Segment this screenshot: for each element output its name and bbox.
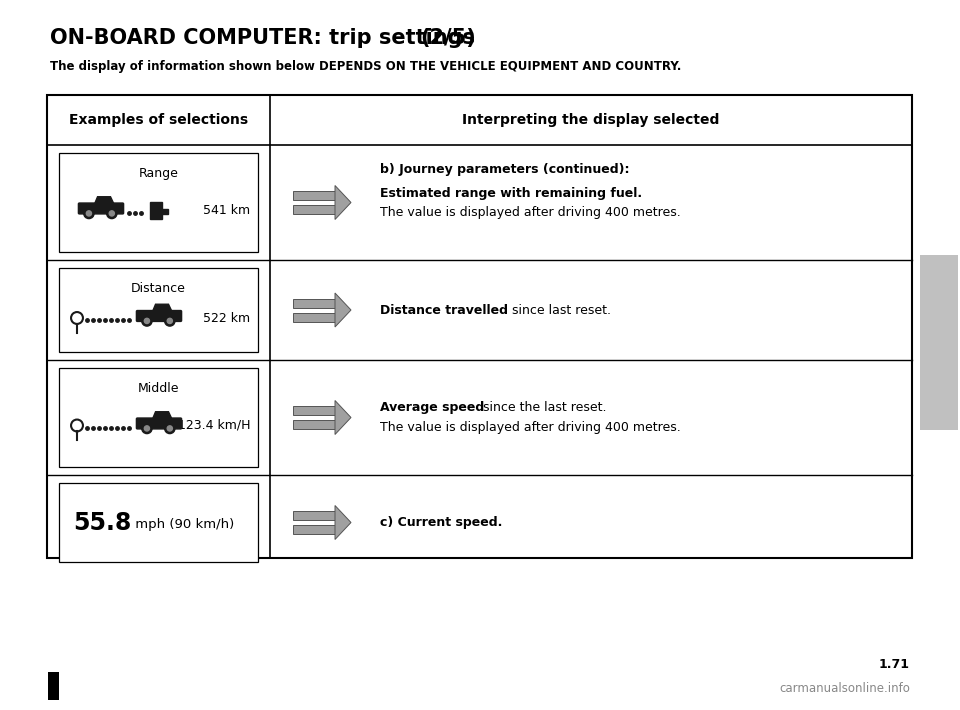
Bar [59,153,258,252]
Text: Middle: Middle [137,382,180,395]
Bar [293,298,335,307]
Text: The value is displayed after driving 400 metres.: The value is displayed after driving 400… [380,421,681,434]
Circle shape [107,208,117,219]
Text: since the last reset.: since the last reset. [479,401,607,414]
Text: (2/5): (2/5) [420,28,476,48]
Bar [48,672,59,700]
FancyBboxPatch shape [79,203,124,214]
Text: Examples of selections: Examples of selections [69,113,248,127]
Text: 55.8: 55.8 [73,510,132,535]
Polygon shape [94,197,114,204]
Text: Distance travelled: Distance travelled [380,303,508,317]
Bar [293,420,335,429]
Text: since last reset.: since last reset. [508,303,611,317]
Polygon shape [335,400,351,435]
Text: c) Current speed.: c) Current speed. [380,516,502,529]
Polygon shape [335,293,351,327]
FancyBboxPatch shape [136,310,181,322]
Bar [162,209,168,214]
Text: The value is displayed after driving 400 metres.: The value is displayed after driving 400… [380,206,681,219]
Text: 123.4 km/H: 123.4 km/H [178,419,250,432]
Text: mph (90 km/h): mph (90 km/h) [131,518,234,531]
Bar [293,312,335,322]
Text: Interpreting the display selected: Interpreting the display selected [463,113,720,127]
Bar [293,525,335,534]
Bar [59,483,258,562]
Bar [293,511,335,520]
Circle shape [167,426,173,431]
Text: Distance: Distance [132,282,186,295]
Circle shape [167,318,173,324]
Bar [293,191,335,200]
Bar [47,95,912,558]
Circle shape [142,423,152,434]
Circle shape [164,423,175,434]
Text: Estimated range with remaining fuel.: Estimated range with remaining fuel. [380,187,642,200]
Circle shape [142,316,152,326]
Bar [293,205,335,214]
Circle shape [84,208,94,219]
Text: b) Journey parameters (continued):: b) Journey parameters (continued): [380,163,630,176]
Polygon shape [335,185,351,219]
Text: Range: Range [138,167,179,180]
Text: 522 km: 522 km [203,312,250,324]
Bar [59,368,258,467]
Bar [293,406,335,415]
Text: Average speed: Average speed [380,401,484,414]
Bar [59,268,258,352]
Circle shape [144,318,150,324]
Circle shape [86,211,91,216]
Text: 1.71: 1.71 [879,658,910,672]
FancyBboxPatch shape [136,418,181,429]
Bar [150,202,162,219]
Polygon shape [153,412,172,419]
Text: ON-BOARD COMPUTER: trip settings: ON-BOARD COMPUTER: trip settings [50,28,482,48]
Polygon shape [153,304,172,312]
Bar [920,255,958,430]
Circle shape [144,426,150,431]
Circle shape [164,316,175,326]
Circle shape [109,211,114,216]
Polygon shape [335,506,351,540]
Text: 541 km: 541 km [203,204,250,217]
Text: The display of information shown below DEPENDS ON THE VEHICLE EQUIPMENT AND COUN: The display of information shown below D… [50,60,682,73]
Text: carmanualsonline.info: carmanualsonline.info [780,682,910,694]
